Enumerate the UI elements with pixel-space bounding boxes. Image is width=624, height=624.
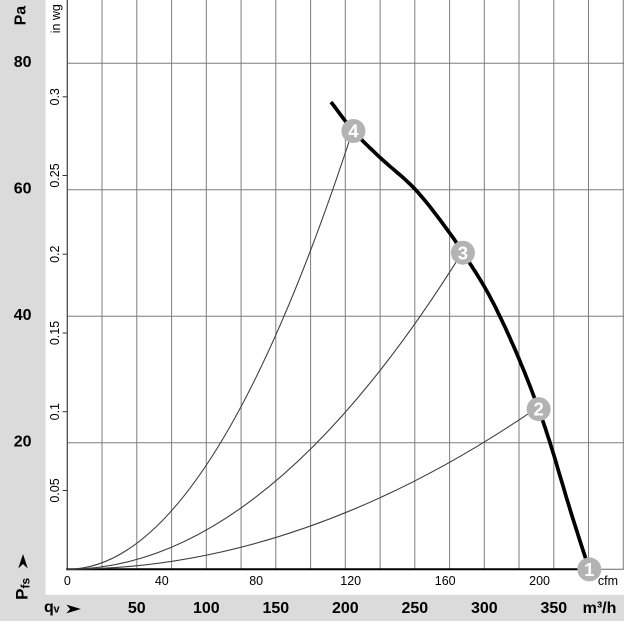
svg-text:40: 40: [14, 307, 32, 324]
svg-text:cfm: cfm: [598, 574, 618, 588]
svg-text:80: 80: [14, 54, 32, 71]
svg-text:1: 1: [584, 559, 594, 580]
svg-text:q: q: [44, 599, 54, 616]
svg-text:100: 100: [193, 600, 220, 617]
svg-text:in wg: in wg: [49, 4, 63, 33]
svg-text:120: 120: [340, 574, 361, 588]
svg-text:50: 50: [128, 600, 146, 617]
svg-text:80: 80: [249, 574, 263, 588]
svg-text:v: v: [54, 604, 61, 616]
svg-text:200: 200: [332, 600, 359, 617]
svg-text:Pa: Pa: [13, 6, 30, 26]
svg-text:m³/h: m³/h: [583, 600, 617, 617]
svg-text:3: 3: [458, 242, 468, 263]
svg-text:0.2: 0.2: [48, 245, 62, 262]
svg-text:350: 350: [540, 600, 567, 617]
svg-text:0.3: 0.3: [48, 88, 62, 105]
svg-text:4: 4: [348, 121, 359, 142]
svg-text:60: 60: [14, 180, 32, 197]
svg-text:0.05: 0.05: [48, 478, 62, 502]
svg-text:0: 0: [64, 574, 71, 588]
svg-text:250: 250: [401, 600, 428, 617]
svg-text:0.15: 0.15: [48, 321, 62, 345]
svg-text:0.1: 0.1: [48, 403, 62, 420]
svg-text:200: 200: [529, 574, 550, 588]
svg-text:150: 150: [262, 600, 289, 617]
svg-text:300: 300: [471, 600, 498, 617]
svg-text:20: 20: [14, 433, 32, 450]
svg-text:40: 40: [155, 574, 169, 588]
svg-text:0.25: 0.25: [48, 163, 62, 187]
svg-text:2: 2: [533, 399, 543, 420]
svg-text:160: 160: [435, 574, 456, 588]
